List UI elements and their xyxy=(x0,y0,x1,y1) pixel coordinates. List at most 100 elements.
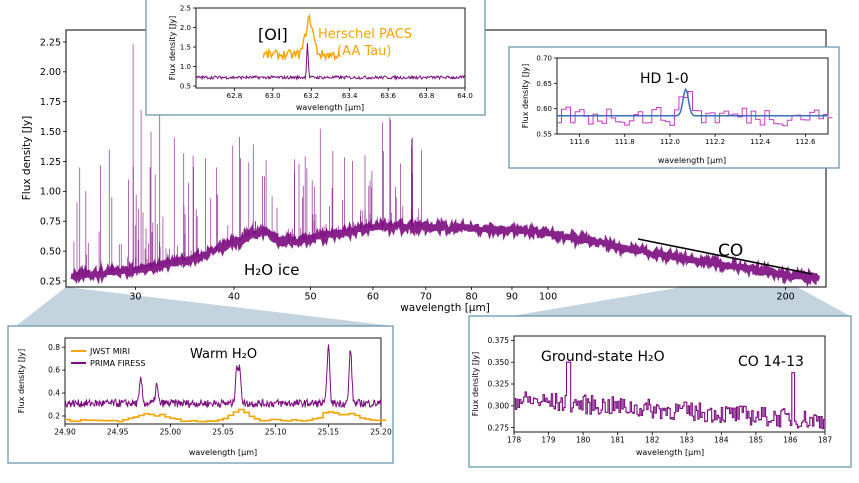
x-tick-label: 24.95 xyxy=(107,428,129,437)
zoom-shade xyxy=(16,287,393,326)
hd-inset-panel: 111.6 111.8 112.0 112.2 112.4 112.6 0.55 0.60 0.… xyxy=(508,46,840,169)
x-tick-label: 90 xyxy=(506,292,518,303)
x-tick-label: 183 xyxy=(680,436,695,445)
warm-axis-ticks: 24.90 24.95 25.00 25.05 25.10 25.15 25.20 0.2 0.… xyxy=(48,343,392,437)
x-tick-label: 112.0 xyxy=(660,138,680,146)
y-tick-label: 0.5 xyxy=(180,82,191,90)
warm-plot-frame xyxy=(64,337,382,425)
ground-spectrum xyxy=(514,361,826,430)
x-tick-label: 186 xyxy=(783,436,798,445)
y-tick-label: 2.5 xyxy=(180,4,191,12)
x-tick-label: 62.8 xyxy=(227,92,243,100)
jwst-series xyxy=(65,408,387,423)
x-tick-label: 25.05 xyxy=(212,428,234,437)
oi-inset-panel: 62.8 63.0 63.2 63.4 63.6 63.8 64.0 0.5 1.0 1.5 2.0… xyxy=(145,0,486,116)
x-tick-label: 63.8 xyxy=(419,92,435,100)
warm-legend: JWST MIRI PRIMA FIRESS xyxy=(71,347,145,368)
x-tick-label: 187 xyxy=(818,436,833,445)
y-tick-label: 0.6 xyxy=(48,366,60,375)
y-tick-label: 1.00 xyxy=(40,187,61,198)
y-tick-label: 2.0 xyxy=(180,24,191,32)
ground-plot-frame xyxy=(513,335,826,433)
oi-spectrum xyxy=(195,13,466,81)
ground-co-label: CO 14-13 xyxy=(738,354,804,370)
ice-label: H₂O ice xyxy=(244,261,300,279)
hd-ylabel: Flux density [Jy] xyxy=(521,64,530,128)
ground-ylabel: Flux density [Jy] xyxy=(471,352,480,416)
y-tick-label: 0.8 xyxy=(48,343,60,352)
y-tick-label: 0.55 xyxy=(536,130,552,138)
hd-xlabel: wavelength [μm] xyxy=(658,156,726,165)
x-tick-label: 179 xyxy=(541,436,556,445)
x-tick-label: 70 xyxy=(420,292,432,303)
y-tick-label: 1.0 xyxy=(180,63,191,71)
oi-ylabel: Flux density [Jy] xyxy=(168,16,177,80)
ground-axis-ticks: 178 179 180 181 182 183 184 185 186 187 0.275 0.300… xyxy=(488,336,833,445)
x-tick-label: 185 xyxy=(749,436,764,445)
x-tick-label: 180 xyxy=(576,436,591,445)
co-label: CO xyxy=(718,241,743,261)
hd-line-label: HD 1-0 xyxy=(640,71,689,87)
pacs-label-line1: Herschel PACS xyxy=(318,27,412,42)
ground-state-inset-panel: 178 179 180 181 182 183 184 185 186 187 0.275 0.300… xyxy=(468,315,852,468)
y-tick-label: 0.4 xyxy=(48,389,60,398)
y-tick-label: 0.300 xyxy=(488,401,510,410)
x-tick-label: 112.2 xyxy=(705,138,725,146)
y-tick-label: 1.50 xyxy=(40,127,61,138)
ground-title: Ground-state H₂O xyxy=(541,349,665,365)
hd-axis-ticks: 111.6 111.8 112.0 112.2 112.4 112.6 0.55 0.60 0.… xyxy=(536,54,816,146)
x-tick-label: 80 xyxy=(466,292,478,303)
y-tick-label: 1.5 xyxy=(180,43,191,51)
y-tick-label: 0.50 xyxy=(40,246,61,257)
oi-axis-ticks: 62.8 63.0 63.2 63.4 63.6 63.8 64.0 0.5 1.0 1.5 2.0… xyxy=(180,4,473,100)
x-tick-label: 63.0 xyxy=(265,92,281,100)
x-tick-label: 100 xyxy=(539,292,557,303)
x-tick-label: 200 xyxy=(777,292,795,303)
y-tick-label: 0.375 xyxy=(488,336,510,345)
x-tick-label: 30 xyxy=(129,292,141,303)
hd-model-series xyxy=(557,87,828,117)
oi-xlabel: wavelength [μm] xyxy=(296,103,364,112)
y-tick-label: 2.25 xyxy=(40,37,61,48)
x-tick-label: 60 xyxy=(367,292,379,303)
warm-spectrum xyxy=(64,344,387,423)
x-tick-label: 63.6 xyxy=(380,92,396,100)
y-tick-label: 0.65 xyxy=(536,80,552,88)
x-tick-label: 112.4 xyxy=(750,138,771,146)
x-tick-label: 111.6 xyxy=(570,138,591,146)
y-tick-label: 2.00 xyxy=(40,67,61,78)
prima-series xyxy=(195,43,466,81)
warm-h2o-inset-panel: 24.90 24.95 25.00 25.05 25.10 25.15 25.20 0.2 0.… xyxy=(7,325,394,464)
warm-prima-series xyxy=(64,344,382,409)
x-tick-label: 111.8 xyxy=(615,138,635,146)
x-tick-label: 50 xyxy=(304,292,316,303)
x-tick-label: 63.2 xyxy=(303,92,319,100)
hd-spectrum xyxy=(557,87,833,127)
y-tick-label: 1.75 xyxy=(40,97,61,108)
y-tick-label: 0.75 xyxy=(40,217,61,228)
y-tick-label: 0.275 xyxy=(488,423,510,432)
warm-title: Warm H₂O xyxy=(190,347,257,362)
y-tick-label: 0.325 xyxy=(488,380,510,389)
y-tick-label: 0.2 xyxy=(48,412,60,421)
y-tick-label: 1.25 xyxy=(40,157,61,168)
main-axis-ticks: 30 40 50 60 70 80 90 100 200 0.25 0.50 0.75 1.00 1.25… xyxy=(40,37,795,302)
oi-plot-frame xyxy=(195,7,466,89)
x-tick-label: 25.00 xyxy=(160,428,182,437)
legend-prima-label: PRIMA FIRESS xyxy=(90,359,145,368)
ground-xlabel: wavelength [μm] xyxy=(636,448,704,457)
warm-ylabel: Flux density [Jy] xyxy=(17,349,26,413)
y-tick-label: 0.350 xyxy=(488,358,510,367)
main-xlabel: wavelength [μm] xyxy=(400,302,490,314)
main-ylabel: Flux density [Jy] xyxy=(21,116,33,201)
co-marker-line xyxy=(637,238,813,275)
y-tick-label: 0.25 xyxy=(40,276,61,287)
legend-jwst-label: JWST MIRI xyxy=(89,347,130,356)
main-spectrum xyxy=(70,44,821,288)
x-tick-label: 25.20 xyxy=(370,428,392,437)
ground-prima-series xyxy=(514,361,826,430)
x-tick-label: 181 xyxy=(611,436,626,445)
x-tick-label: 40 xyxy=(228,292,240,303)
warm-xlabel: wavelength [μm] xyxy=(189,448,257,457)
